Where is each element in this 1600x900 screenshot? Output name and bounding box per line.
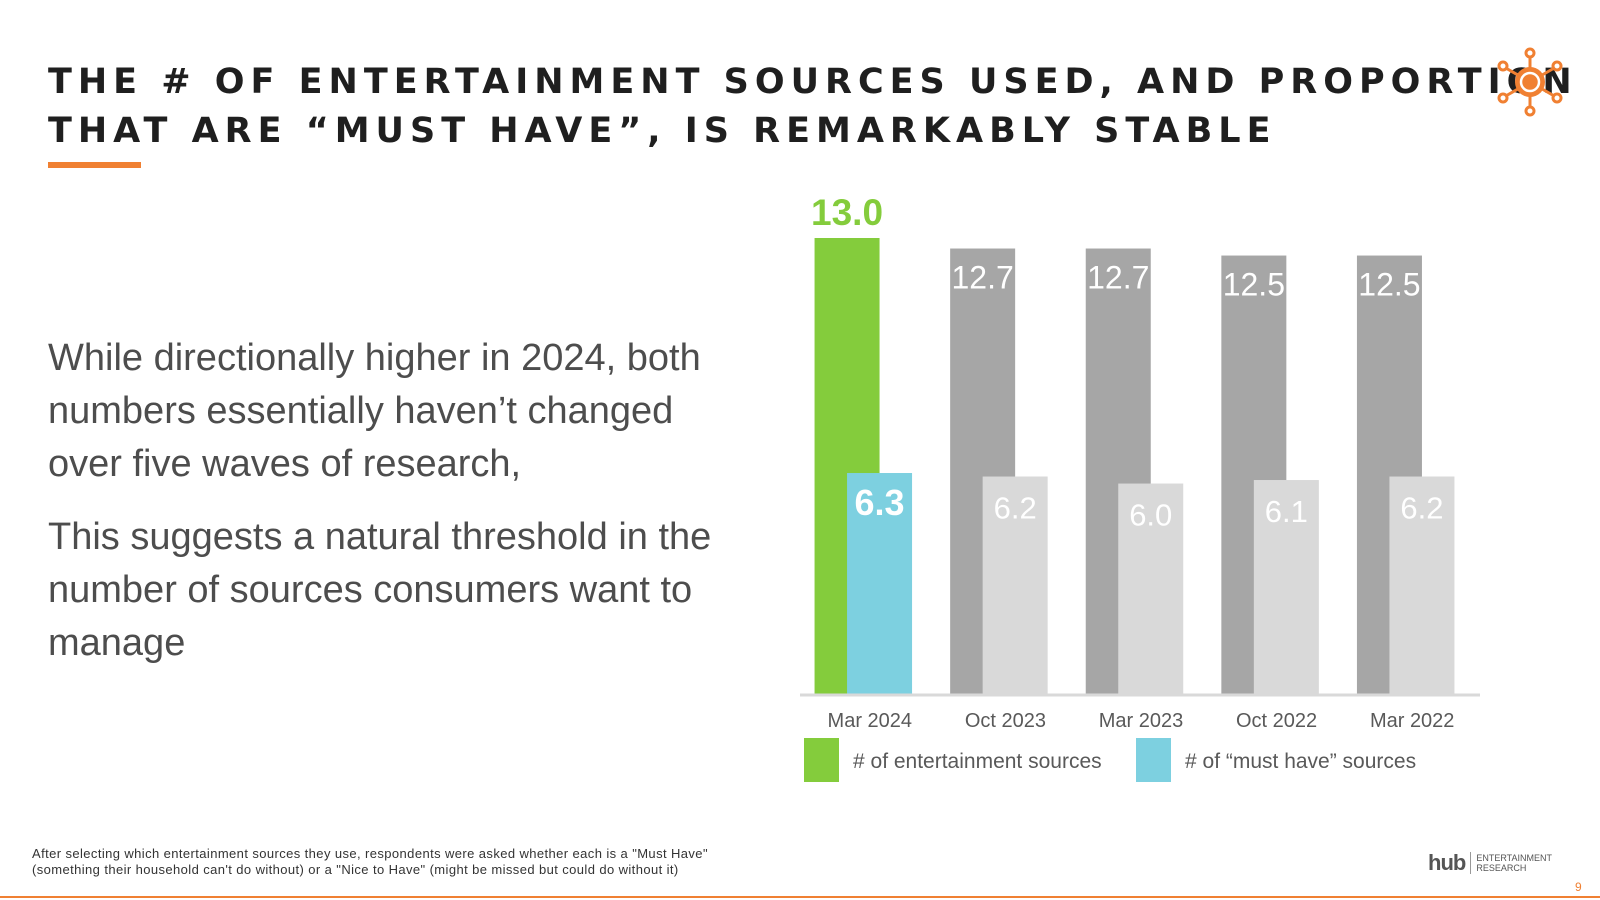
- bar-must-have-sources: [982, 476, 1048, 694]
- legend-label: # of “must have” sources: [1185, 750, 1416, 773]
- bar-must-have-sources: [1253, 480, 1319, 694]
- legend-swatch: [1136, 738, 1171, 782]
- data-label-must-have-sources: 6.3: [855, 482, 905, 523]
- x-tick-label: Mar 2022: [1370, 710, 1455, 732]
- x-tick-label: Mar 2023: [1099, 710, 1184, 732]
- legend-swatch: [804, 738, 839, 782]
- slide-title: THE # OF ENTERTAINMENT SOURCES USED, AND…: [48, 58, 1578, 156]
- data-label-entertainment-sources: 12.5: [1223, 267, 1285, 303]
- sun-network-icon: [1497, 47, 1563, 117]
- brand-logo: hub ENTERTAINMENT RESEARCH: [1428, 850, 1558, 876]
- body-paragraph: This suggests a natural threshold in the…: [48, 516, 712, 664]
- bar-must-have-sources: [847, 473, 913, 694]
- body-text: While directionally higher in 2024, both…: [48, 332, 738, 670]
- slide-title-line: THE # OF ENTERTAINMENT SOURCES USED, AND…: [48, 62, 1578, 102]
- x-tick-label: Oct 2023: [965, 710, 1046, 732]
- brand-subtitle-line: RESEARCH: [1476, 863, 1527, 873]
- data-label-entertainment-sources: 12.7: [1087, 260, 1149, 296]
- page-number: 9: [1575, 880, 1582, 894]
- brand-subtitle: ENTERTAINMENT RESEARCH: [1476, 853, 1558, 873]
- slide-title-line: THAT ARE “MUST HAVE”, IS REMARKABLY STAB…: [48, 111, 1277, 151]
- footnote-line: After selecting which entertainment sour…: [32, 846, 708, 861]
- brand-subtitle-line: ENTERTAINMENT: [1476, 853, 1552, 863]
- footnote: After selecting which entertainment sour…: [32, 846, 932, 878]
- data-label-must-have-sources: 6.2: [1400, 491, 1443, 526]
- brand-divider: [1470, 852, 1472, 874]
- brand-name: hub: [1428, 850, 1466, 875]
- x-tick-label: Oct 2022: [1236, 710, 1317, 732]
- data-label-entertainment-sources: 12.7: [952, 260, 1014, 296]
- data-label-must-have-sources: 6.1: [1265, 494, 1308, 529]
- data-label-must-have-sources: 6.2: [994, 491, 1037, 526]
- bar-must-have-sources: [1389, 476, 1455, 694]
- bar-must-have-sources: [1118, 483, 1184, 694]
- title-underline: [48, 162, 141, 168]
- data-label-entertainment-sources: 12.5: [1358, 267, 1420, 303]
- bottom-rule: [0, 896, 1600, 898]
- body-paragraph: While directionally higher in 2024, both…: [48, 337, 701, 485]
- data-label-entertainment-sources: 13.0: [811, 192, 883, 233]
- legend-label: # of entertainment sources: [853, 750, 1102, 773]
- x-tick-label: Mar 2024: [828, 710, 913, 732]
- bar-chart: 13.0 6.3 Mar 2024 12.7 6.2 Oct 2023 12.7 6.0 Mar…: [800, 192, 1480, 782]
- data-label-must-have-sources: 6.0: [1129, 498, 1172, 533]
- footnote-line: (something their household can't do with…: [32, 862, 679, 877]
